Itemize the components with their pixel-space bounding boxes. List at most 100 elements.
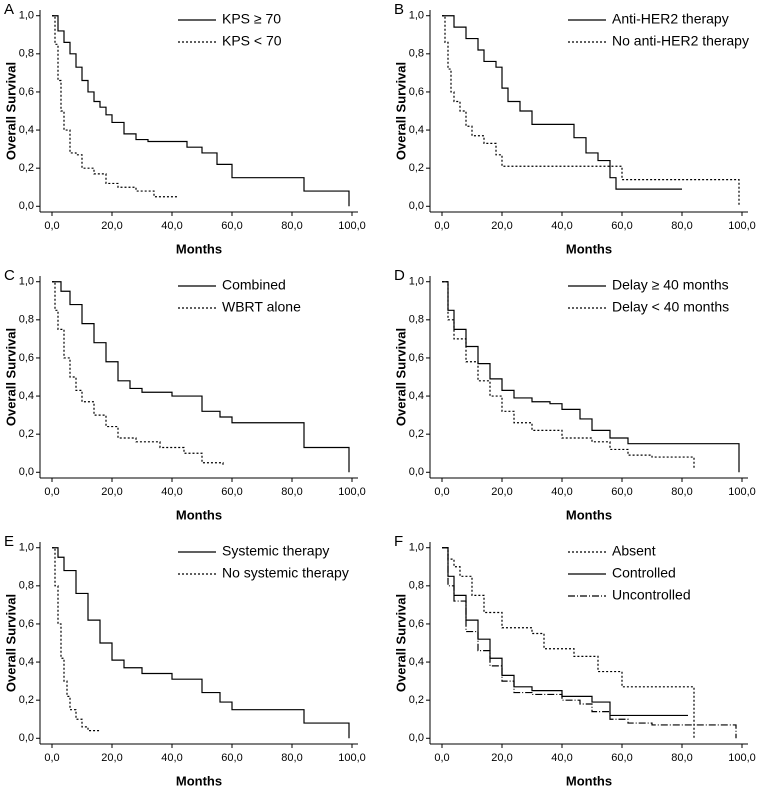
x-tick-label: 80,0: [671, 486, 692, 498]
x-tick-label: 80,0: [281, 752, 302, 764]
x-tick-label: 0,0: [434, 752, 449, 764]
x-tick-label: 20,0: [101, 752, 122, 764]
panel-label: C: [4, 267, 15, 284]
y-axis-title: Overall Survival: [393, 62, 408, 160]
x-tick-label: 20,0: [101, 486, 122, 498]
y-tick-label: 0,4: [409, 656, 424, 668]
legend-label: Anti-HER2 therapy: [612, 11, 729, 27]
x-tick-label: 60,0: [221, 220, 242, 232]
legend-label: No systemic therapy: [222, 565, 349, 581]
y-tick-label: 0,2: [19, 428, 34, 440]
x-tick-label: 80,0: [671, 220, 692, 232]
y-tick-label: 0,0: [409, 466, 424, 478]
legend-label: Delay < 40 months: [612, 299, 729, 315]
x-tick-label: 40,0: [551, 486, 572, 498]
survival-curve: [52, 281, 350, 473]
x-tick-label: 100,0: [728, 220, 756, 232]
x-tick-label: 100,0: [338, 752, 366, 764]
x-axis-title: Months: [176, 773, 222, 788]
legend-label: No anti-HER2 therapy: [612, 33, 749, 49]
x-tick-label: 20,0: [491, 486, 512, 498]
legend-label: Uncontrolled: [612, 587, 691, 603]
x-tick-label: 80,0: [671, 752, 692, 764]
x-tick-label: 20,0: [101, 220, 122, 232]
legend-label: KPS ≥ 70: [222, 11, 281, 27]
x-axis-title: Months: [566, 241, 612, 256]
y-tick-label: 0,2: [409, 162, 424, 174]
survival-curve: [52, 547, 100, 732]
y-tick-label: 1,0: [19, 542, 34, 554]
x-tick-label: 20,0: [491, 220, 512, 232]
y-tick-label: 0,4: [19, 390, 34, 402]
y-tick-label: 1,0: [409, 542, 424, 554]
y-axis-title: Overall Survival: [3, 62, 18, 160]
x-tick-label: 60,0: [611, 486, 632, 498]
x-tick-label: 100,0: [728, 752, 756, 764]
x-tick-label: 0,0: [44, 486, 59, 498]
y-tick-label: 1,0: [19, 10, 34, 22]
survival-curve: [442, 15, 740, 207]
y-axis-title: Overall Survival: [3, 328, 18, 426]
x-tick-label: 60,0: [221, 486, 242, 498]
x-tick-label: 0,0: [434, 486, 449, 498]
x-tick-label: 40,0: [161, 220, 182, 232]
survival-curve: [442, 15, 682, 190]
x-tick-label: 80,0: [281, 220, 302, 232]
y-tick-label: 0,8: [409, 580, 424, 592]
y-tick-label: 1,0: [409, 10, 424, 22]
y-tick-label: 0,6: [19, 86, 34, 98]
x-tick-label: 100,0: [338, 486, 366, 498]
y-tick-label: 1,0: [409, 276, 424, 288]
y-tick-label: 0,8: [409, 48, 424, 60]
survival-curve: [442, 547, 688, 717]
y-tick-label: 0,6: [19, 618, 34, 630]
x-tick-label: 0,0: [44, 220, 59, 232]
y-tick-label: 0,4: [409, 390, 424, 402]
x-tick-label: 20,0: [491, 752, 512, 764]
y-tick-label: 0,0: [409, 200, 424, 212]
x-tick-label: 80,0: [281, 486, 302, 498]
x-axis-title: Months: [566, 773, 612, 788]
y-tick-label: 0,4: [19, 656, 34, 668]
y-tick-label: 1,0: [19, 276, 34, 288]
y-axis-title: Overall Survival: [393, 328, 408, 426]
y-tick-label: 0,2: [19, 694, 34, 706]
y-tick-label: 0,8: [19, 580, 34, 592]
survival-curve: [52, 281, 224, 467]
survival-curve: [442, 547, 737, 739]
panel-label: D: [394, 267, 405, 284]
x-tick-label: 60,0: [221, 752, 242, 764]
survival-curve: [442, 547, 695, 739]
y-axis-title: Overall Survival: [393, 594, 408, 692]
y-tick-label: 0,8: [19, 314, 34, 326]
x-tick-label: 40,0: [551, 220, 572, 232]
y-tick-label: 0,0: [19, 466, 34, 478]
survival-curve: [52, 15, 178, 198]
y-tick-label: 0,4: [409, 124, 424, 136]
x-axis-title: Months: [176, 507, 222, 522]
x-axis-title: Months: [176, 241, 222, 256]
panel-label: E: [4, 533, 14, 550]
y-tick-label: 0,6: [409, 618, 424, 630]
y-tick-label: 0,8: [409, 314, 424, 326]
x-tick-label: 0,0: [434, 220, 449, 232]
x-tick-label: 100,0: [728, 486, 756, 498]
x-tick-label: 100,0: [338, 220, 366, 232]
y-tick-label: 0,6: [409, 86, 424, 98]
panel-label: F: [394, 533, 403, 550]
survival-curve: [52, 15, 350, 207]
x-tick-label: 60,0: [611, 752, 632, 764]
legend-label: Absent: [612, 543, 656, 559]
panel-label: A: [4, 1, 14, 18]
y-tick-label: 0,0: [19, 200, 34, 212]
y-tick-label: 0,2: [409, 694, 424, 706]
legend-label: KPS < 70: [222, 33, 282, 49]
y-tick-label: 0,2: [409, 428, 424, 440]
survival-curve: [52, 547, 350, 739]
panel-label: B: [394, 1, 404, 18]
legend-label: Combined: [222, 277, 286, 293]
x-tick-label: 40,0: [161, 752, 182, 764]
x-tick-label: 60,0: [611, 220, 632, 232]
